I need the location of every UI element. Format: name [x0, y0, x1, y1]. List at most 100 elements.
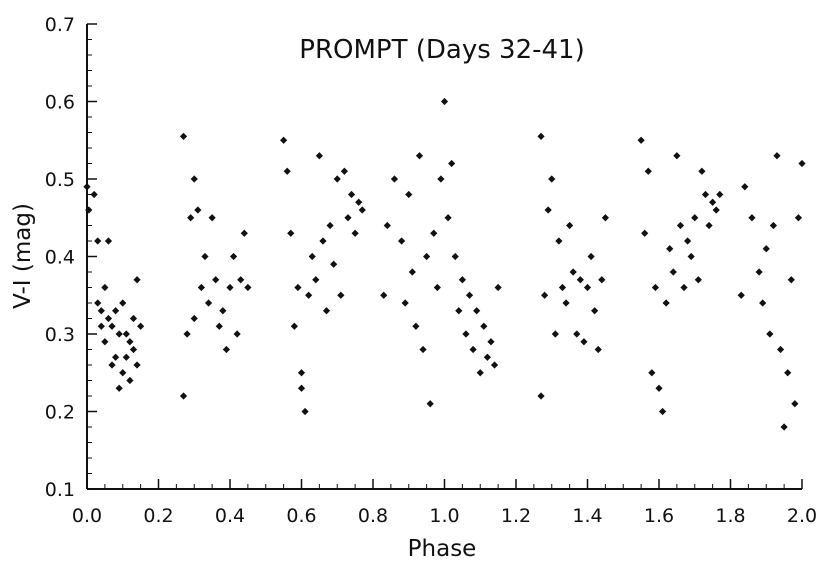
- data-point: [233, 330, 241, 338]
- data-point: [326, 221, 334, 230]
- data-point: [480, 322, 488, 330]
- data-point: [183, 330, 191, 338]
- data-point: [179, 132, 188, 140]
- x-tick-label: 0.0: [72, 505, 102, 527]
- data-point: [190, 175, 198, 183]
- data-point: [405, 190, 413, 199]
- y-tick-label: 0.5: [45, 169, 75, 191]
- data-point: [430, 229, 438, 237]
- data-point: [551, 330, 559, 338]
- data-point: [658, 407, 667, 416]
- data-point: [280, 136, 288, 144]
- data-point: [122, 353, 130, 361]
- data-point: [784, 369, 792, 377]
- data-points: [83, 97, 806, 431]
- data-point: [537, 132, 545, 140]
- data-point: [476, 369, 484, 377]
- data-point: [119, 299, 127, 307]
- data-point: [322, 307, 331, 315]
- data-point: [115, 330, 123, 338]
- data-point: [655, 384, 663, 392]
- data-point: [408, 268, 416, 276]
- data-point: [351, 229, 359, 237]
- data-point: [794, 214, 803, 222]
- data-point: [687, 252, 695, 261]
- data-point: [226, 283, 234, 292]
- data-point: [458, 276, 466, 284]
- data-point: [308, 252, 316, 261]
- x-tick-label: 1.8: [715, 505, 745, 527]
- x-tick-label: 1.4: [572, 505, 602, 527]
- data-point: [483, 353, 491, 361]
- data-point: [448, 159, 456, 168]
- data-point: [712, 206, 720, 214]
- data-point: [94, 299, 102, 307]
- data-point: [583, 283, 592, 292]
- data-point: [705, 221, 713, 230]
- data-point: [204, 299, 213, 307]
- data-point: [773, 152, 781, 160]
- data-point: [426, 400, 434, 408]
- data-point: [129, 345, 138, 354]
- data-point: [104, 314, 113, 323]
- data-point: [133, 276, 141, 284]
- data-point: [383, 221, 391, 230]
- data-point: [129, 314, 138, 323]
- data-point: [573, 330, 581, 338]
- y-tick-label: 0.3: [45, 324, 75, 346]
- data-point: [594, 345, 602, 354]
- data-point: [469, 345, 477, 354]
- data-point: [566, 221, 574, 230]
- data-point: [126, 338, 134, 346]
- data-point: [490, 361, 499, 369]
- data-point: [187, 214, 195, 222]
- data-point: [112, 307, 120, 315]
- data-point: [694, 276, 702, 284]
- data-point: [101, 283, 109, 292]
- data-point: [444, 214, 452, 222]
- data-point: [237, 276, 245, 284]
- data-point: [680, 283, 688, 292]
- data-point: [755, 268, 763, 276]
- data-point: [580, 338, 588, 346]
- data-point: [569, 268, 577, 276]
- data-point: [133, 361, 141, 369]
- data-point: [297, 369, 306, 377]
- data-point: [558, 283, 567, 292]
- data-point: [101, 338, 109, 346]
- data-point: [669, 268, 677, 276]
- x-tick-label: 1.6: [644, 505, 674, 527]
- data-point: [358, 206, 366, 214]
- data-point: [294, 283, 302, 292]
- data-point: [676, 221, 685, 230]
- data-point: [97, 322, 105, 330]
- data-point: [112, 353, 120, 361]
- data-point: [548, 175, 556, 183]
- data-point: [544, 206, 552, 214]
- data-point: [208, 214, 216, 222]
- x-tick-label: 0.8: [358, 505, 388, 527]
- data-point: [85, 206, 93, 214]
- data-point: [412, 322, 420, 330]
- data-point: [769, 221, 777, 230]
- x-tick-label: 1.2: [501, 505, 531, 527]
- data-point: [179, 392, 188, 400]
- data-point: [301, 407, 309, 416]
- data-point: [601, 214, 609, 222]
- data-point: [651, 283, 660, 292]
- data-point: [197, 283, 205, 292]
- data-point: [119, 369, 127, 377]
- x-tick-label: 0.2: [143, 505, 173, 527]
- data-point: [219, 307, 227, 315]
- data-point: [315, 152, 323, 160]
- data-point: [115, 384, 123, 392]
- data-point: [240, 229, 248, 237]
- data-point: [244, 283, 252, 292]
- data-point: [473, 307, 481, 315]
- data-point: [709, 198, 717, 206]
- data-point: [555, 237, 563, 245]
- data-point: [312, 276, 320, 284]
- data-point: [741, 183, 749, 191]
- y-tick-label: 0.1: [45, 479, 75, 501]
- data-point: [355, 198, 363, 206]
